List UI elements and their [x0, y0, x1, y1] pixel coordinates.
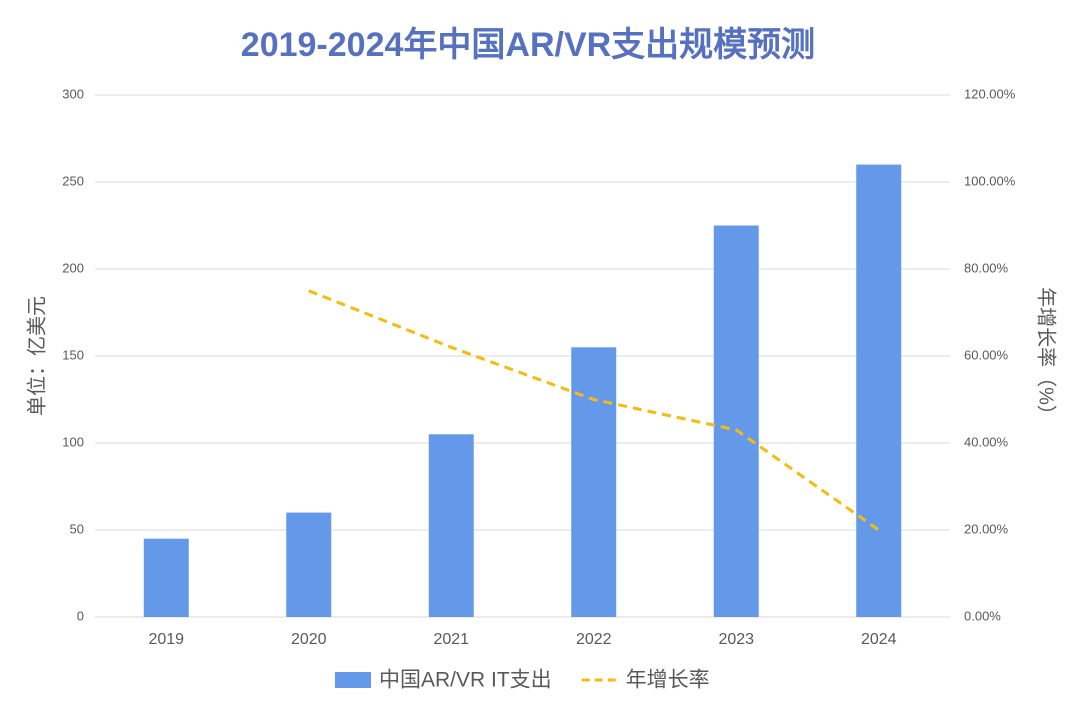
y-tick-label: 150: [62, 347, 84, 362]
x-tick-label: 2021: [433, 631, 469, 648]
y2-tick-label: 0.00%: [964, 608, 1001, 623]
y2-axis-label: 年增长率（%）: [1035, 287, 1058, 425]
y2-tick-label: 120.00%: [964, 86, 1016, 101]
x-tick-label: 2022: [576, 631, 612, 648]
bar: [286, 512, 332, 617]
y2-tick-label: 80.00%: [964, 260, 1009, 275]
x-tick-label: 2024: [861, 631, 897, 648]
chart-title: 2019-2024年中国AR/VR支出规模预测: [241, 26, 815, 64]
bar: [856, 164, 902, 617]
y-tick-label: 100: [62, 434, 84, 449]
bar: [571, 347, 617, 617]
legend-label: 年增长率: [626, 669, 710, 692]
bar: [143, 538, 189, 617]
y2-tick-label: 60.00%: [964, 347, 1009, 362]
y-tick-label: 200: [62, 260, 84, 275]
y2-tick-label: 100.00%: [964, 173, 1016, 188]
y-axis-label: 单位：亿美元: [25, 296, 48, 416]
legend-swatch: [335, 672, 371, 688]
y-tick-label: 250: [62, 173, 84, 188]
bar: [713, 225, 759, 617]
y2-tick-label: 40.00%: [964, 434, 1009, 449]
y2-tick-label: 20.00%: [964, 521, 1009, 536]
growth-line: [308, 289, 880, 532]
x-tick-label: 2020: [291, 631, 327, 648]
y-tick-label: 300: [62, 86, 84, 101]
y-tick-label: 50: [70, 521, 84, 536]
bar: [428, 434, 474, 617]
legend-label: 中国AR/VR IT支出: [379, 669, 552, 692]
y-tick-label: 0: [77, 608, 84, 623]
x-tick-label: 2023: [718, 631, 754, 648]
x-tick-label: 2019: [148, 631, 184, 648]
